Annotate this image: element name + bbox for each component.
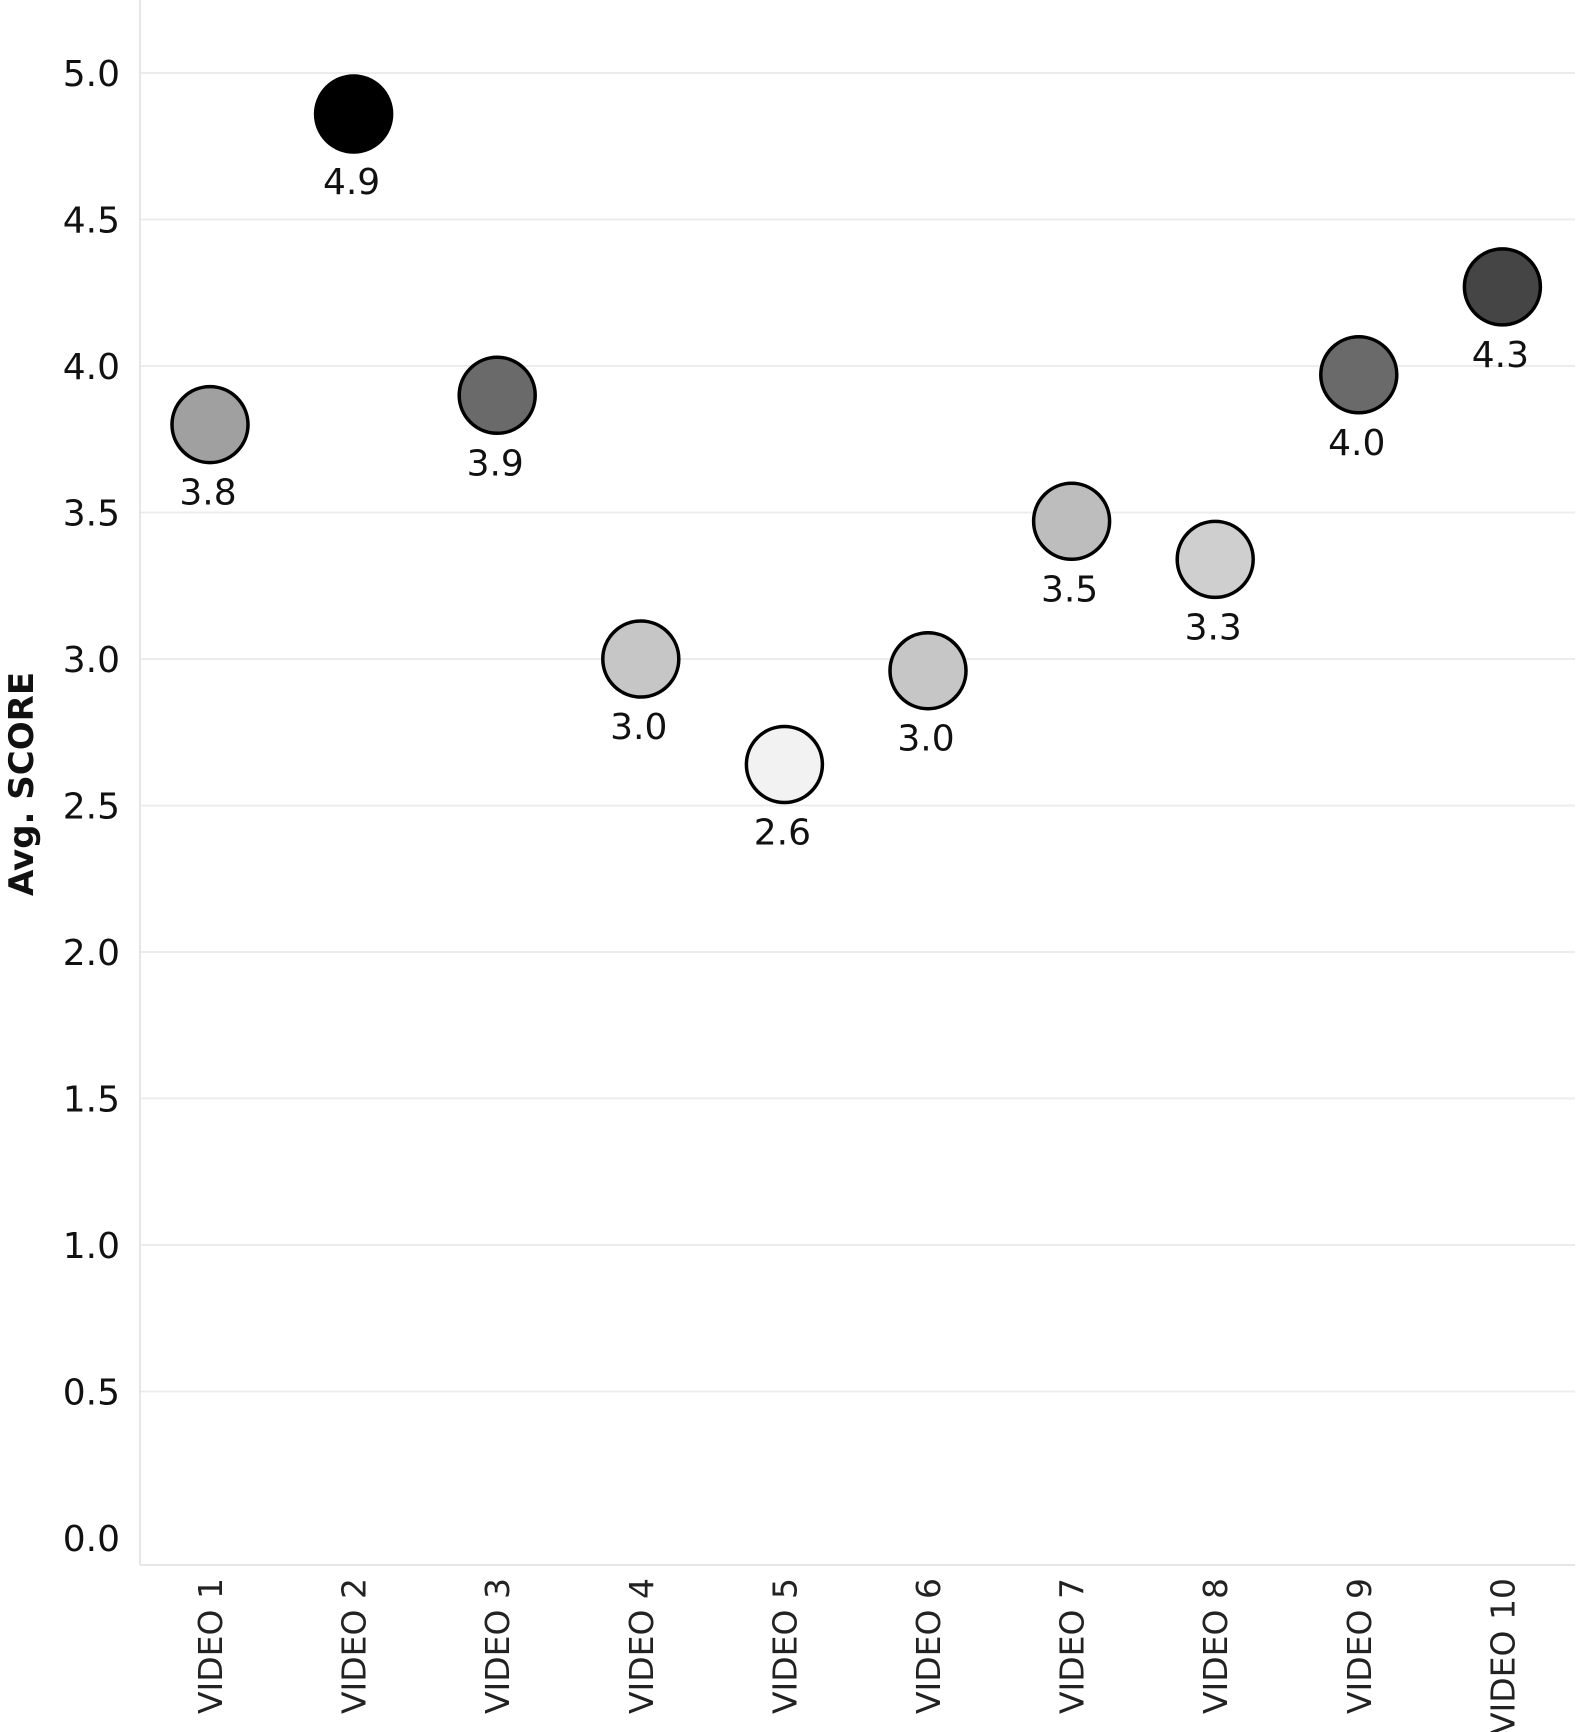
data-point[interactable]	[457, 355, 537, 436]
data-point[interactable]	[888, 630, 968, 711]
data-label: 4.9	[323, 162, 380, 203]
data-label: 4.3	[1472, 335, 1529, 376]
data-label: 3.0	[897, 719, 954, 760]
y-tick-label: 3.5	[63, 494, 120, 535]
y-tick-label: 0.0	[63, 1519, 120, 1560]
data-point[interactable]	[170, 384, 250, 465]
y-tick-label: 2.0	[63, 933, 120, 974]
y-tick-label: 2.5	[63, 787, 120, 828]
data-point[interactable]	[1031, 481, 1112, 562]
data-label: 3.9	[467, 443, 524, 484]
data-label: 3.3	[1185, 607, 1242, 648]
y-tick-label: 3.0	[63, 640, 120, 681]
x-tick-label: VIDEO 9	[1340, 1578, 1379, 1714]
data-label: 3.5	[1041, 569, 1098, 610]
y-tick-label: 4.0	[63, 347, 120, 388]
y-tick-label: 4.5	[63, 201, 120, 242]
x-tick-label: VIDEO 4	[622, 1578, 661, 1714]
data-points	[170, 74, 1543, 805]
x-tick-label: VIDEO 10	[1483, 1578, 1522, 1732]
y-tick-label: 1.0	[63, 1226, 120, 1267]
y-tick-label: 0.5	[63, 1373, 120, 1414]
data-label: 4.0	[1328, 423, 1385, 464]
x-tick-label: VIDEO 1	[191, 1578, 230, 1714]
data-labels: 3.8 4.9 3.9 3.0 2.6 3.0 3.5 3.3 4.0 4.3	[179, 162, 1529, 853]
x-tick-label: VIDEO 6	[909, 1578, 948, 1714]
gridlines	[140, 72, 1575, 1393]
data-point[interactable]	[1319, 335, 1399, 415]
data-label: 2.6	[754, 812, 811, 853]
data-point[interactable]	[313, 74, 394, 154]
y-tick-label: 1.5	[63, 1080, 120, 1121]
data-point[interactable]	[744, 724, 825, 805]
x-tick-label: VIDEO 8	[1196, 1578, 1235, 1714]
x-tick-label: VIDEO 2	[335, 1578, 374, 1714]
x-tick-label: VIDEO 7	[1053, 1578, 1092, 1714]
x-tick-label: VIDEO 3	[478, 1578, 517, 1714]
y-tick-labels: 0.0 0.5 1.0 1.5 2.0 2.5 3.0 3.5 4.0 4.5 5.0	[63, 54, 120, 1560]
y-tick-label: 5.0	[63, 54, 120, 95]
data-label: 3.8	[179, 473, 236, 514]
data-label: 3.0	[610, 707, 667, 748]
data-point[interactable]	[601, 619, 681, 699]
y-axis-title: Avg. SCORE	[2, 672, 42, 896]
data-point[interactable]	[1462, 247, 1543, 327]
x-tick-labels: VIDEO 1 VIDEO 2 VIDEO 3 VIDEO 4 VIDEO 5 VIDEO…	[191, 1578, 1522, 1732]
axes	[139, 0, 1575, 1566]
data-point[interactable]	[1175, 519, 1255, 600]
x-tick-label: VIDEO 5	[765, 1578, 804, 1714]
